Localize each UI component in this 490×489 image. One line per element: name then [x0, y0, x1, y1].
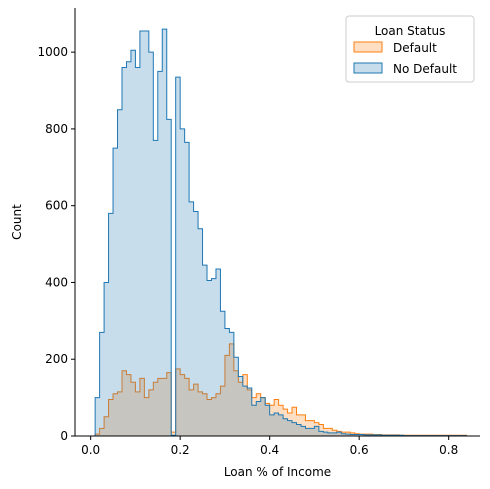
legend-label-default: Default	[393, 41, 437, 55]
x-tick-label: 0.8	[439, 443, 458, 457]
plot-area	[90, 28, 468, 437]
legend-label-no-default: No Default	[393, 62, 457, 76]
x-tick-label: 0.0	[81, 443, 100, 457]
legend-swatch-no-default	[353, 62, 383, 74]
legend-box	[345, 15, 475, 83]
legend: Loan Status Default No Default	[345, 15, 475, 83]
y-tick-label: 200	[45, 352, 68, 366]
y-tick-label: 400	[45, 275, 68, 289]
y-axis-label: Count	[10, 204, 24, 240]
y-ticks: 0 200 400 600 800 1000	[37, 45, 75, 443]
y-tick-label: 0	[60, 429, 68, 443]
series-no-default	[90, 28, 468, 437]
y-tick-label: 1000	[37, 45, 68, 59]
y-tick-label: 600	[45, 199, 68, 213]
x-ticks: 0.0 0.2 0.4 0.6 0.8	[81, 436, 458, 457]
x-tick-label: 0.2	[171, 443, 190, 457]
x-axis-label: Loan % of Income	[224, 465, 331, 479]
x-tick-label: 0.4	[260, 443, 279, 457]
legend-swatch-default	[353, 41, 383, 53]
x-tick-label: 0.6	[350, 443, 369, 457]
axes: 0.0 0.2 0.4 0.6 0.8 0 200 400 600 800 1000 Loan %…	[10, 8, 480, 479]
legend-title: Loan Status	[375, 24, 446, 38]
y-tick-label: 800	[45, 122, 68, 136]
